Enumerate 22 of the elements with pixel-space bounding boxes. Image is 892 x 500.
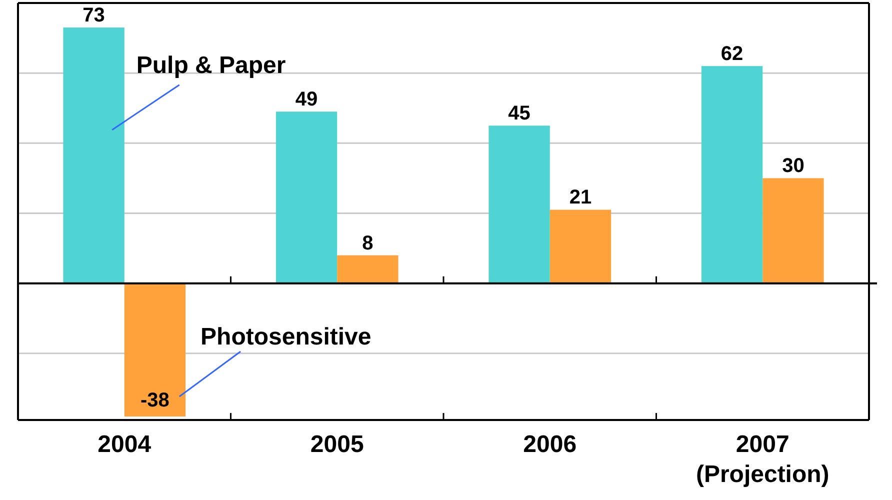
- bar: [701, 66, 763, 284]
- data-label: 62: [720, 43, 744, 66]
- x-tick-label: 2005: [310, 431, 364, 458]
- x-tick-label: 2007 (Projection): [696, 431, 830, 488]
- data-label: 21: [569, 186, 592, 209]
- data-label: 73: [82, 4, 105, 27]
- bar: [488, 126, 550, 284]
- series-label: Photosensitive: [200, 324, 372, 351]
- data-label: -38: [140, 389, 170, 412]
- data-label: 30: [782, 155, 804, 178]
- x-tick-label: 2004: [98, 431, 152, 458]
- data-label: 8: [362, 232, 374, 254]
- data-label: 49: [295, 88, 318, 111]
- bar: [762, 178, 824, 284]
- bar: [550, 210, 612, 284]
- bar: [337, 255, 398, 284]
- data-label: 45: [508, 102, 530, 125]
- bar: [63, 28, 124, 284]
- series-label: Pulp & Paper: [136, 52, 286, 79]
- bar: [276, 112, 338, 284]
- x-tick-label: 2006: [523, 431, 577, 458]
- bar: [124, 283, 186, 416]
